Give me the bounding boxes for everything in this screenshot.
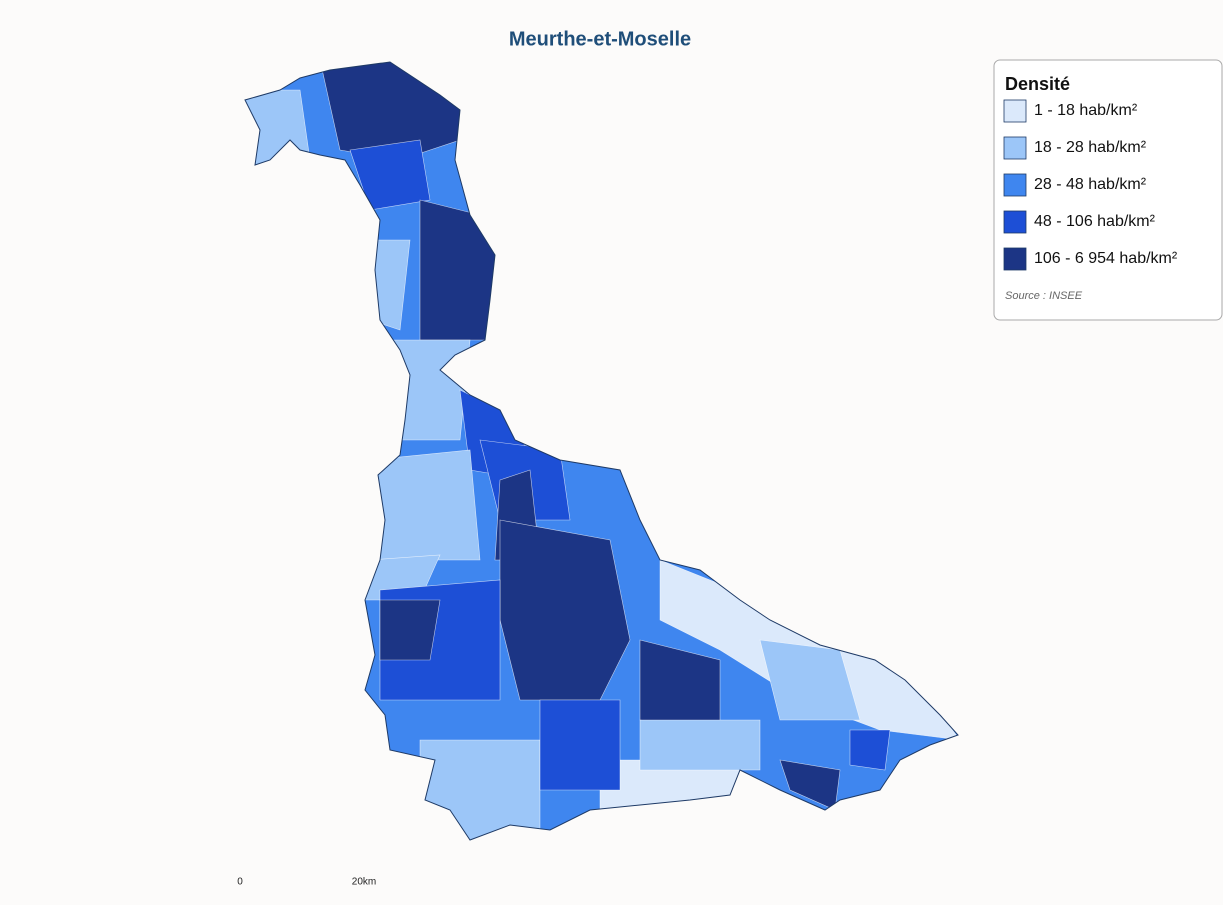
region: [539, 699, 621, 791]
legend-label: 28 - 48 hab/km²: [1034, 176, 1147, 193]
scale-start: 0: [237, 877, 243, 888]
region: [245, 89, 311, 171]
legend-swatch: [1003, 173, 1027, 197]
region: [349, 139, 431, 211]
region: [499, 519, 631, 701]
legend-label: 48 - 106 hab/km²: [1034, 213, 1156, 230]
legend-label: 106 - 6 954 hab/km²: [1034, 250, 1178, 267]
region: [759, 639, 861, 721]
legend-label: 18 - 28 hab/km²: [1034, 139, 1147, 156]
region: [379, 599, 441, 661]
region: [639, 719, 761, 771]
region: [419, 739, 541, 840]
legend-label: 1 - 18 hab/km²: [1034, 102, 1138, 119]
legend-swatch: [1003, 136, 1027, 160]
map-title: Meurthe-et-Moselle: [509, 28, 691, 50]
department-regions: [245, 62, 958, 840]
legend-source: Source : INSEE: [1005, 290, 1083, 302]
legend-swatch: [1003, 99, 1027, 123]
region: [369, 449, 481, 561]
legend-swatch: [1003, 247, 1027, 271]
legend-box: [993, 59, 1223, 321]
legend-title: Densité: [1005, 74, 1070, 94]
scale-end: 20km: [352, 877, 376, 888]
legend-items: 1 - 18 hab/km² 18 - 28 hab/km² 28 - 48 hab…: [1003, 99, 1178, 271]
region: [849, 729, 891, 771]
department-outline: [244, 61, 959, 841]
legend-swatch: [1003, 210, 1027, 234]
